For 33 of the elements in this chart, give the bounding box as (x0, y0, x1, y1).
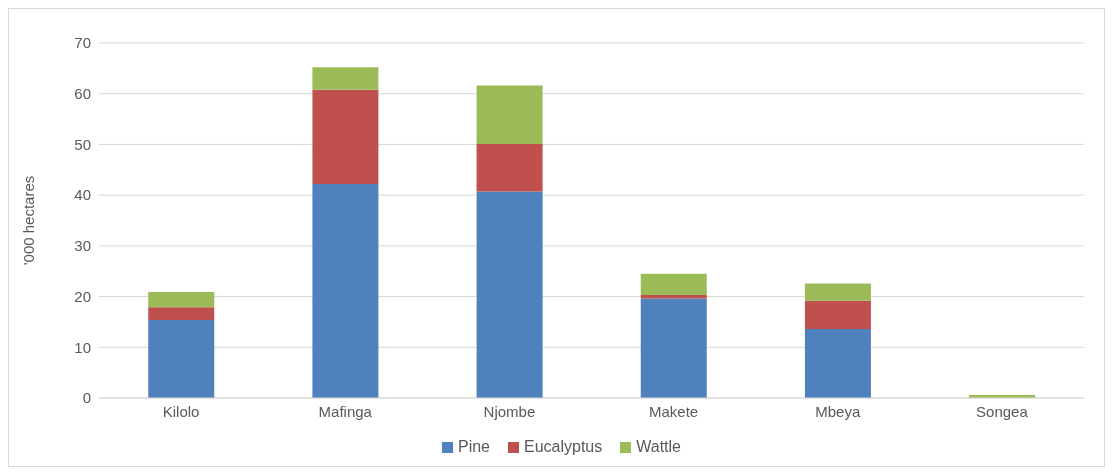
x-tick-label: Makete (648, 402, 699, 420)
bar (804, 300, 871, 330)
y-axis-title: '000 hectares (20, 175, 38, 266)
bar (312, 89, 379, 184)
bar (148, 319, 215, 398)
bar (640, 295, 707, 299)
bar (640, 273, 707, 296)
bar (476, 143, 543, 192)
bar (312, 67, 379, 90)
bar (476, 191, 543, 398)
bar (640, 298, 707, 398)
x-tick-label: Mbeya (815, 402, 861, 420)
y-tick-label: 50 (74, 135, 91, 153)
y-tick-label: 10 (74, 338, 91, 356)
x-tick-label: Njombe (483, 402, 536, 420)
y-tick-label: 40 (74, 186, 91, 204)
y-tick-label: 60 (74, 85, 91, 103)
y-tick-label: 70 (74, 34, 91, 52)
legend-label: Pine (456, 438, 490, 456)
legend-label: Eucalyptus (523, 438, 603, 456)
x-tick-label: Mafinga (318, 402, 373, 420)
x-tick-label: Kilolo (162, 402, 200, 420)
y-tick-label: 20 (74, 287, 91, 305)
bar (148, 292, 215, 308)
bar (312, 183, 379, 398)
y-tick-label: 0 (82, 389, 91, 407)
legend-label: Wattle (635, 438, 682, 456)
bar (476, 85, 543, 144)
bar (804, 329, 871, 398)
bar (148, 307, 215, 320)
bar (804, 283, 871, 301)
y-tick-label: 30 (74, 237, 91, 255)
x-tick-label: Songea (976, 402, 1029, 420)
